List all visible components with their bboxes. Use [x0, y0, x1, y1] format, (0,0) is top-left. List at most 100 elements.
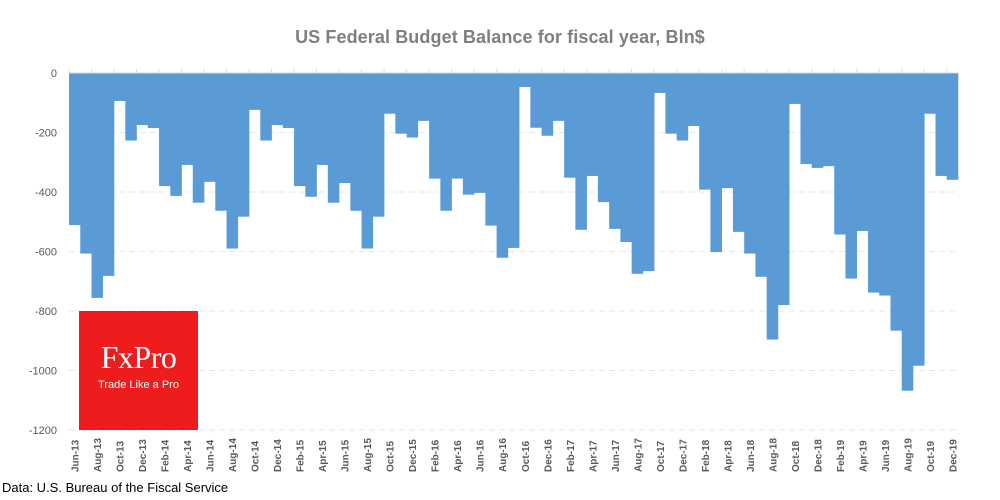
bar-Jan-18: [687, 73, 700, 126]
bar-Oct-15: [384, 73, 396, 114]
fxpro-logo: FxPro Trade Like a Pro: [79, 311, 198, 430]
x-tick-label: Apr-19: [858, 440, 869, 472]
bar-Feb-18: [699, 73, 711, 190]
bar-Jul-14: [215, 73, 227, 211]
x-tick-label: Feb-18: [701, 439, 712, 472]
bar-Dec-14: [271, 73, 284, 126]
y-tick-label: -1200: [29, 425, 57, 437]
bar-Nov-19: [935, 73, 948, 176]
bar-Nov-14: [260, 73, 272, 141]
bar-May-16: [462, 73, 475, 195]
bar-Sep-14: [237, 73, 250, 217]
bar-Feb-16: [429, 73, 441, 179]
bar-Sep-19: [912, 73, 925, 366]
y-tick-label: -800: [35, 306, 57, 318]
bar-Sep-17: [642, 73, 655, 272]
bar-Dec-16: [541, 73, 554, 136]
bar-Nov-16: [530, 73, 542, 128]
bar-Mar-14: [170, 73, 182, 196]
y-tick-label: -1000: [29, 366, 57, 378]
bar-Jan-19: [822, 73, 835, 167]
x-tick-label: Aug-15: [363, 438, 374, 472]
x-tick-label: Apr-16: [453, 440, 464, 472]
bar-Feb-17: [564, 73, 576, 178]
y-tick-label: -600: [35, 247, 57, 259]
bar-Feb-15: [294, 73, 306, 187]
bar-Dec-13: [136, 73, 149, 126]
bar-Mar-15: [305, 73, 317, 197]
bar-Apr-19: [856, 73, 869, 231]
bar-Aug-14: [226, 73, 239, 249]
x-tick-label: Jun-15: [341, 439, 352, 472]
bar-Jul-13: [80, 73, 92, 254]
x-tick-label: Oct-15: [386, 440, 397, 472]
x-tick-label: Jun-19: [881, 439, 892, 472]
bar-May-17: [597, 73, 610, 203]
bar-Feb-19: [834, 73, 846, 235]
source-note: Data: U.S. Bureau of the Fiscal Service: [2, 480, 229, 495]
x-tick-label: Dec-18: [813, 439, 824, 472]
bar-Dec-19: [946, 73, 959, 180]
bar-Sep-16: [507, 73, 520, 248]
bar-Aug-17: [631, 73, 644, 274]
x-tick-label: Feb-19: [836, 439, 847, 472]
x-tick-label: Aug-19: [903, 438, 914, 472]
bar-Aug-18: [766, 73, 779, 340]
bar-Jan-17: [552, 73, 565, 121]
x-axis-labels: Jun-13 Aug-13 Oct-13 Dec-13 Feb-14 Apr-14 Jun-…: [71, 438, 960, 472]
bar-Oct-17: [654, 73, 666, 93]
chart-title: US Federal Budget Balance for fiscal yea…: [295, 27, 705, 47]
bar-Sep-13: [102, 73, 115, 276]
x-tick-label: Apr-14: [183, 440, 194, 472]
bars: [69, 73, 959, 391]
bar-Jun-17: [609, 73, 621, 229]
x-tick-label: Oct-16: [521, 440, 532, 472]
x-tick-label: Apr-18: [723, 440, 734, 472]
x-tick-label: Aug-14: [228, 438, 239, 472]
y-tick-label: 0: [51, 68, 57, 80]
bar-Sep-18: [777, 73, 790, 306]
bar-May-18: [732, 73, 745, 232]
bar-Oct-13: [114, 73, 126, 101]
x-tick-label: Oct-19: [926, 440, 937, 472]
y-axis-labels: 0 -200 -400 -600 -800 -1000 -1200: [29, 68, 57, 437]
x-tick-label: Oct-13: [116, 440, 127, 472]
bar-Nov-18: [800, 73, 813, 165]
bar-Apr-18: [721, 73, 734, 189]
x-tick-label: Feb-17: [566, 439, 577, 472]
bar-Apr-15: [316, 73, 329, 165]
bar-Apr-17: [586, 73, 599, 176]
x-tick-label: Oct-18: [791, 440, 802, 472]
y-tick-label: -400: [35, 187, 57, 199]
x-tick-label: Aug-18: [768, 438, 779, 472]
logo-brand: FxPro: [100, 339, 177, 375]
logo-tagline: Trade Like a Pro: [98, 379, 179, 391]
x-tick-label: Aug-16: [498, 438, 509, 472]
bar-Oct-19: [924, 73, 936, 114]
y-tick-label: -200: [35, 128, 57, 140]
x-tick-label: Jun-14: [206, 439, 217, 472]
x-tick-label: Dec-14: [273, 439, 284, 472]
bar-Oct-14: [249, 73, 261, 110]
bar-Aug-16: [496, 73, 509, 258]
bar-May-14: [192, 73, 205, 203]
bar-Nov-13: [125, 73, 137, 141]
bar-Jul-17: [620, 73, 632, 242]
bar-Jun-15: [339, 73, 351, 184]
bar-Apr-14: [181, 73, 194, 165]
bar-Jul-15: [350, 73, 362, 211]
bar-Dec-17: [676, 73, 689, 141]
bar-Jan-16: [417, 73, 430, 121]
bar-Jul-19: [890, 73, 903, 331]
x-axis: [68, 69, 958, 74]
bar-Nov-17: [665, 73, 677, 134]
bar-May-15: [327, 73, 340, 203]
x-tick-label: Feb-14: [161, 439, 172, 472]
x-tick-label: Aug-13: [93, 438, 104, 472]
bar-Jan-14: [147, 73, 160, 129]
x-tick-label: Dec-13: [138, 439, 149, 472]
bar-Oct-16: [519, 73, 531, 87]
x-tick-label: Jun-13: [71, 439, 82, 472]
bar-Mar-19: [845, 73, 858, 279]
